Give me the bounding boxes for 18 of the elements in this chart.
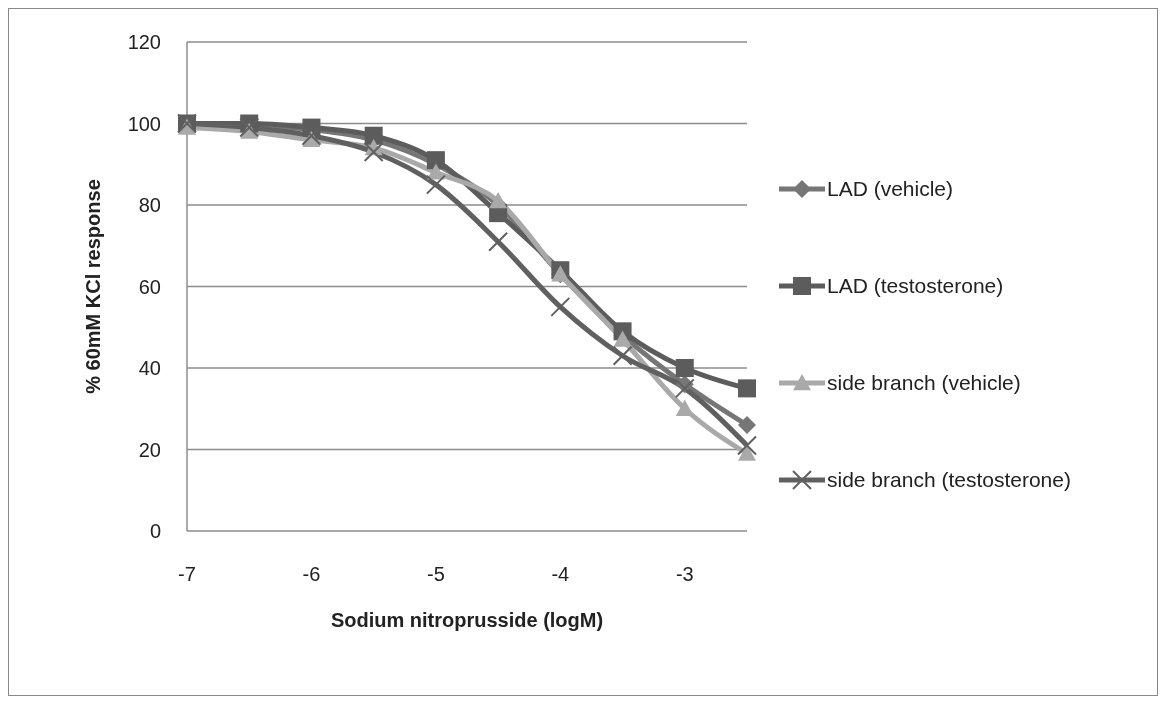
y-tick-label: 40 <box>138 357 161 380</box>
legend-label: LAD (vehicle) <box>827 176 955 202</box>
x-tick-label: -3 <box>675 563 694 586</box>
x-tick-label: -7 <box>178 563 196 586</box>
y-tick-label: 60 <box>138 275 161 298</box>
legend-label: LAD (testosterone) <box>827 273 1005 299</box>
y-tick-label: 120 <box>127 31 161 54</box>
x-axis-title: Sodium nitroprusside (logM) <box>330 609 604 631</box>
y-tick-label: 100 <box>127 112 161 135</box>
x-tick-label: -6 <box>302 563 321 586</box>
y-tick-label: 20 <box>138 438 161 461</box>
x-tick-label: -4 <box>551 563 570 586</box>
y-tick-label: 0 <box>149 520 161 543</box>
y-axis-title: % 60mM KCl response <box>82 179 105 394</box>
legend-label: side branch (vehicle) <box>827 370 1022 396</box>
y-tick-label: 80 <box>138 194 161 217</box>
legend-label: side branch (testosterone) <box>827 467 1072 493</box>
x-tick-label: -5 <box>426 563 445 586</box>
